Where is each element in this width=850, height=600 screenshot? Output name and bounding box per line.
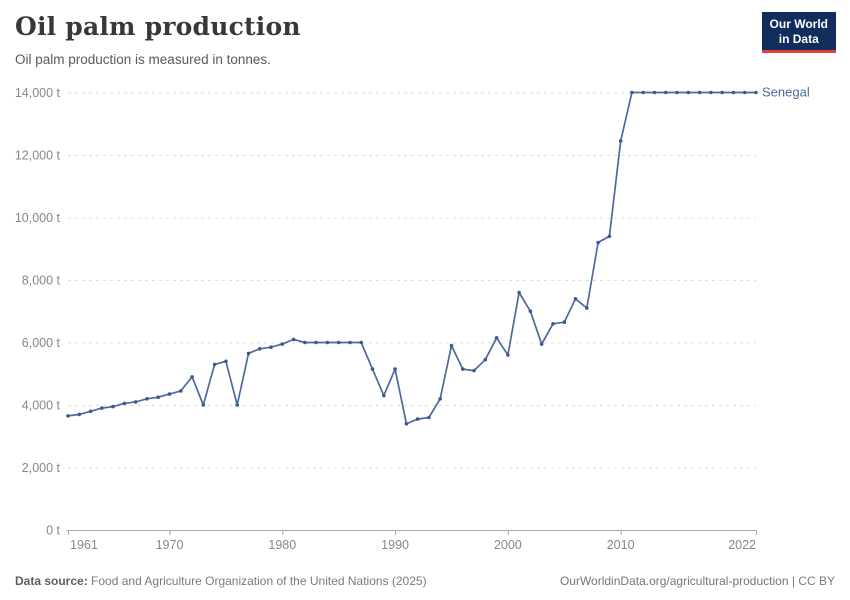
data-point-1982[interactable] xyxy=(303,340,307,345)
y-axis-label-14000: 14,000 t xyxy=(15,86,61,100)
y-axis-label-2000: 2,000 t xyxy=(22,461,61,475)
data-point-1981[interactable] xyxy=(291,337,296,342)
data-point-2012[interactable] xyxy=(641,90,645,95)
data-point-2005[interactable] xyxy=(562,320,567,325)
data-point-1989[interactable] xyxy=(382,393,386,398)
data-point-2007[interactable] xyxy=(585,306,589,310)
data-source: Data source: Food and Agriculture Organi… xyxy=(15,574,427,588)
series-line-senegal[interactable] xyxy=(67,91,757,425)
series-label-senegal[interactable]: Senegal xyxy=(762,85,810,100)
data-point-1969[interactable] xyxy=(156,395,160,400)
data-point-1962[interactable] xyxy=(77,412,82,417)
x-axis-label-2000: 2000 xyxy=(494,538,522,552)
data-point-1994[interactable] xyxy=(438,397,443,401)
data-point-2002[interactable] xyxy=(528,309,533,314)
data-point-1974[interactable] xyxy=(212,362,217,367)
data-point-2003[interactable] xyxy=(539,342,544,346)
data-source-label: Data source: xyxy=(15,574,88,588)
y-axis-label-8000: 8,000 t xyxy=(22,274,61,288)
data-point-1996[interactable] xyxy=(461,367,465,371)
y-axis-label-0: 0 t xyxy=(46,524,60,538)
data-point-2017[interactable] xyxy=(697,90,702,95)
x-axis-label-2010: 2010 xyxy=(607,538,635,552)
data-point-2018[interactable] xyxy=(709,90,713,95)
data-point-2006[interactable] xyxy=(573,297,578,301)
x-axis-label-1980: 1980 xyxy=(268,538,296,552)
data-point-1975[interactable] xyxy=(224,359,228,364)
data-point-1986[interactable] xyxy=(348,340,352,345)
credit-line: OurWorldinData.org/agricultural-producti… xyxy=(560,574,835,588)
y-axis-label-6000: 6,000 t xyxy=(22,336,61,350)
data-point-2020[interactable] xyxy=(731,90,736,95)
x-axis-label-1970: 1970 xyxy=(156,538,184,552)
data-point-1968[interactable] xyxy=(145,397,149,401)
data-point-1987[interactable] xyxy=(359,340,364,345)
data-point-1973[interactable] xyxy=(201,403,206,407)
data-point-1999[interactable] xyxy=(494,336,499,340)
data-point-2021[interactable] xyxy=(742,90,747,95)
data-point-1967[interactable] xyxy=(133,400,138,404)
license-badge: CC BY xyxy=(798,574,835,588)
data-point-1961[interactable] xyxy=(66,414,70,418)
x-axis-label-1961: 1961 xyxy=(70,538,98,552)
data-point-2022[interactable] xyxy=(754,90,758,95)
data-point-1988[interactable] xyxy=(370,367,375,371)
data-point-2016[interactable] xyxy=(686,90,691,95)
data-point-1971[interactable] xyxy=(179,389,183,393)
data-point-1991[interactable] xyxy=(404,422,409,426)
data-point-1980[interactable] xyxy=(280,342,285,346)
data-point-2015[interactable] xyxy=(675,90,679,95)
data-point-1966[interactable] xyxy=(122,401,127,406)
owid-logo-line2: in Data xyxy=(778,31,819,46)
owid-logo: Our World in Data xyxy=(761,12,836,54)
data-point-1976[interactable] xyxy=(235,403,239,407)
data-point-1992[interactable] xyxy=(415,417,420,421)
data-point-2001[interactable] xyxy=(517,290,521,295)
data-source-text: Food and Agriculture Organization of the… xyxy=(91,574,427,588)
data-point-2011[interactable] xyxy=(630,90,634,95)
x-axis-label-1990: 1990 xyxy=(381,538,409,552)
data-point-1970[interactable] xyxy=(167,392,172,396)
data-point-1993[interactable] xyxy=(427,415,431,420)
page-title: Oil palm production xyxy=(15,12,301,41)
y-axis-label-4000: 4,000 t xyxy=(22,399,61,413)
data-point-2019[interactable] xyxy=(720,90,724,95)
data-point-2010[interactable] xyxy=(618,139,623,143)
data-point-1997[interactable] xyxy=(472,368,476,373)
data-point-1965[interactable] xyxy=(111,404,115,409)
y-axis-label-10000: 10,000 t xyxy=(15,211,61,225)
chart-subtitle: Oil palm production is measured in tonne… xyxy=(15,52,271,67)
data-point-2009[interactable] xyxy=(607,234,612,239)
y-axis-label-12000: 12,000 t xyxy=(15,149,61,163)
data-point-2013[interactable] xyxy=(652,90,657,95)
credit-separator: | xyxy=(791,574,795,588)
owid-url-link[interactable]: OurWorldinData.org/agricultural-producti… xyxy=(559,574,789,588)
x-axis-label-2022: 2022 xyxy=(728,538,756,552)
data-point-1998[interactable] xyxy=(483,357,488,362)
data-point-1978[interactable] xyxy=(257,347,262,351)
data-point-1972[interactable] xyxy=(190,375,194,379)
data-point-1979[interactable] xyxy=(269,345,273,350)
chart-footer: Data source: Food and Agriculture Organi… xyxy=(15,574,835,588)
data-point-1964[interactable] xyxy=(100,406,104,410)
data-point-1983[interactable] xyxy=(314,340,318,345)
data-point-1995[interactable] xyxy=(449,343,454,348)
data-point-1990[interactable] xyxy=(393,367,397,371)
data-point-1977[interactable] xyxy=(246,351,251,356)
data-point-2000[interactable] xyxy=(506,353,510,357)
data-point-2008[interactable] xyxy=(596,240,600,245)
owid-logo-line1: Our World xyxy=(769,17,828,31)
data-point-2014[interactable] xyxy=(664,90,668,95)
data-point-1963[interactable] xyxy=(88,409,93,414)
data-point-2004[interactable] xyxy=(551,322,555,326)
data-point-1985[interactable] xyxy=(336,340,341,345)
data-point-1984[interactable] xyxy=(325,340,330,345)
